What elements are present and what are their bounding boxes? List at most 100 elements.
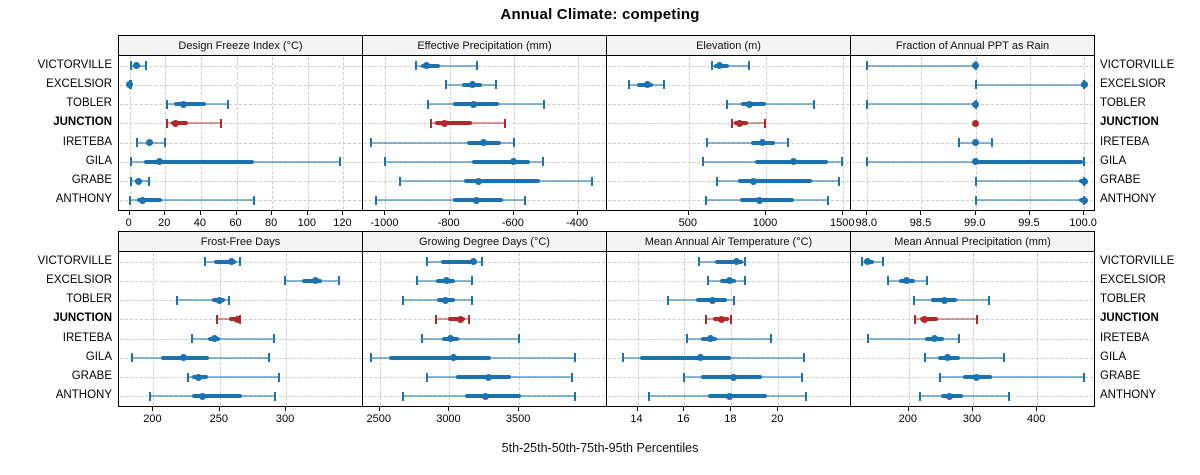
iqr-bar bbox=[174, 102, 207, 107]
median-dot bbox=[135, 177, 143, 185]
site-label-left-grabe: GRABE bbox=[71, 370, 112, 383]
gridline-horizontal bbox=[852, 200, 1093, 202]
site-label-left-victorville: VICTORVILLE bbox=[37, 58, 112, 71]
whisker-cap bbox=[840, 157, 843, 167]
whisker-cap bbox=[704, 195, 707, 205]
median-dot bbox=[920, 315, 928, 323]
axis-tick bbox=[448, 407, 450, 411]
axis-tick-label: 98.5 bbox=[909, 217, 932, 229]
whisker-cap bbox=[148, 391, 151, 401]
median-dot bbox=[482, 392, 490, 400]
iqr-bar bbox=[472, 159, 530, 164]
whisker-cap bbox=[732, 295, 735, 305]
chart-title: Annual Climate: competing bbox=[500, 6, 700, 23]
whisker-cap bbox=[130, 157, 133, 167]
site-label-left-anthony: ANTHONY bbox=[55, 389, 112, 402]
whisker-cap bbox=[402, 295, 405, 305]
median-dot bbox=[709, 296, 717, 304]
whisker-line bbox=[868, 337, 959, 340]
whisker-cap bbox=[663, 80, 666, 90]
median-dot bbox=[756, 196, 764, 204]
gridline-vertical bbox=[286, 253, 288, 405]
whisker-cap bbox=[414, 61, 417, 71]
median-dot bbox=[447, 335, 455, 343]
axis-tick bbox=[235, 211, 237, 215]
axis-tick bbox=[128, 211, 130, 215]
axis-tick-label: 500 bbox=[678, 217, 698, 229]
gridline-horizontal bbox=[120, 142, 361, 144]
median-dot bbox=[145, 139, 153, 147]
whisker-line bbox=[187, 376, 280, 379]
site-label-left-victorville: VICTORVILLE bbox=[37, 254, 112, 267]
whisker-cap bbox=[685, 334, 688, 344]
site-label-right-gila: GILA bbox=[1100, 350, 1127, 363]
whisker-cap bbox=[1083, 372, 1086, 382]
whisker-cap bbox=[812, 99, 815, 109]
site-label-right-grabe: GRABE bbox=[1100, 370, 1141, 383]
gridline-vertical bbox=[272, 57, 274, 209]
whisker-line bbox=[191, 337, 275, 340]
axis-tick-label: 3500 bbox=[505, 413, 531, 425]
gridline-horizontal bbox=[120, 181, 361, 183]
axis-tick-label: 14 bbox=[630, 413, 643, 425]
axis-tick bbox=[920, 211, 922, 215]
iqr-bar bbox=[464, 394, 521, 399]
iqr-bar bbox=[741, 102, 767, 107]
gridline-horizontal bbox=[608, 84, 849, 86]
gridline-horizontal bbox=[364, 261, 605, 263]
whisker-line bbox=[975, 83, 1085, 86]
whisker-line bbox=[712, 64, 750, 67]
gridline-vertical bbox=[921, 57, 923, 209]
whisker-cap bbox=[573, 391, 576, 401]
median-dot bbox=[930, 335, 938, 343]
gridline-vertical bbox=[684, 253, 686, 405]
site-label-right-excelsior: EXCELSIOR bbox=[1100, 77, 1166, 90]
axis-tick-label: 300 bbox=[275, 413, 295, 425]
median-dot bbox=[133, 62, 141, 70]
axis-tick-label: 300 bbox=[962, 413, 982, 425]
axis-tick bbox=[972, 407, 973, 411]
axis-tick bbox=[636, 407, 638, 411]
axis-tick bbox=[218, 407, 220, 411]
strip-design-freeze-index-c: Design Freeze Index (°C) bbox=[118, 35, 363, 56]
site-label-right-anthony: ANTHONY bbox=[1100, 389, 1157, 402]
gridline-vertical bbox=[519, 253, 521, 405]
whisker-cap bbox=[416, 276, 419, 286]
axis-tick bbox=[866, 211, 868, 215]
axis-tick-label: 200 bbox=[898, 413, 917, 425]
whisker-cap bbox=[166, 118, 169, 128]
whisker-cap bbox=[711, 61, 713, 71]
whisker-cap bbox=[426, 257, 429, 267]
whisker-cap bbox=[370, 353, 373, 363]
whisker-cap bbox=[786, 138, 789, 148]
whisker-cap bbox=[130, 61, 133, 71]
gridline-horizontal bbox=[852, 338, 1093, 340]
whisker-cap bbox=[274, 391, 277, 401]
gridline-vertical bbox=[867, 57, 869, 209]
whisker-cap bbox=[470, 276, 473, 286]
median-dot bbox=[441, 119, 449, 127]
panel-fraction-of-annual-ppt-as-rain bbox=[850, 55, 1095, 211]
gridline-vertical bbox=[778, 253, 780, 405]
median-dot bbox=[759, 139, 767, 147]
whisker-cap bbox=[518, 334, 521, 344]
whisker-cap bbox=[426, 99, 429, 109]
gridline-horizontal bbox=[120, 104, 361, 106]
median-dot bbox=[716, 62, 724, 70]
median-dot bbox=[172, 119, 180, 127]
site-label-left-grabe: GRABE bbox=[71, 174, 112, 187]
whisker-cap bbox=[190, 334, 193, 344]
whisker-cap bbox=[924, 353, 927, 363]
axis-tick-label: 98.0 bbox=[855, 217, 877, 229]
axis-tick bbox=[842, 211, 844, 215]
whisker-cap bbox=[384, 157, 387, 167]
whisker-line bbox=[371, 141, 514, 144]
median-dot bbox=[972, 62, 980, 70]
whisker-cap bbox=[543, 99, 546, 109]
whisker-cap bbox=[278, 372, 281, 382]
site-label-right-junction: JUNCTION bbox=[1100, 116, 1159, 129]
median-dot bbox=[484, 373, 492, 381]
whisker-line bbox=[975, 199, 1085, 202]
gridline-horizontal bbox=[364, 280, 605, 282]
